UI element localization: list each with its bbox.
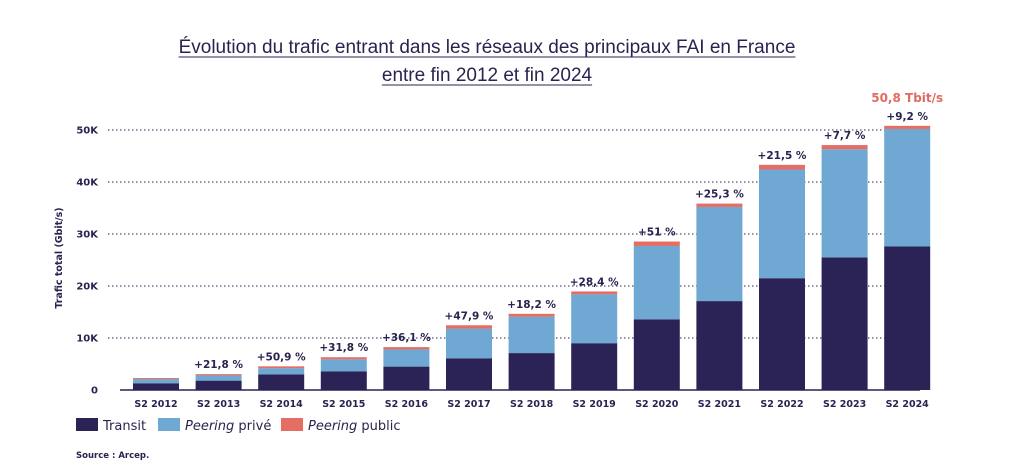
legend-label-italic: Peering — [185, 419, 234, 434]
bar-segment-transit — [696, 301, 743, 390]
y-axis-label-text: Trafic total (Gbit/s) — [54, 207, 65, 308]
x-tick-label: S2 2021 — [698, 399, 741, 410]
x-tick-label: S2 2016 — [385, 399, 429, 410]
bar-segment-peering-public — [696, 203, 743, 207]
bar-segment-peering-priv- — [571, 294, 618, 344]
bar-segment-peering-priv- — [696, 206, 743, 302]
chart-title-line: entre fin 2012 et fin 2024 — [382, 65, 593, 86]
legend-label: Transit — [102, 419, 146, 434]
chart-title-line: Évolution du trafic entrant dans les rés… — [179, 37, 796, 58]
legend-label: Peering public — [308, 419, 401, 434]
growth-label: +25,3 % — [695, 189, 744, 201]
bar-segment-peering-public — [821, 145, 868, 150]
bar-segment-transit — [759, 278, 805, 390]
y-tick-label: 30K — [76, 230, 99, 241]
growth-label: +50,9 % — [257, 351, 306, 363]
y-tick-label: 40K — [76, 178, 99, 189]
bar-segment-transit — [508, 353, 555, 390]
bar-segment-peering-priv- — [258, 368, 305, 375]
growth-label: +18,2 % — [507, 299, 556, 311]
bar-segment-peering-public — [571, 291, 618, 295]
bar-segment-transit — [571, 343, 618, 390]
x-tick-label: S2 2013 — [197, 399, 240, 410]
bar-segment-peering-priv- — [446, 328, 492, 359]
total-callout: 50,8 Tbit/s — [871, 91, 943, 105]
bar-segment-peering-public — [133, 378, 179, 380]
x-tick-label: S2 2017 — [447, 399, 490, 410]
x-tick-label: S2 2015 — [322, 399, 365, 410]
bar-segment-peering-priv- — [884, 128, 931, 247]
bar-segment-peering-priv- — [508, 316, 555, 354]
bar-segment-peering-priv- — [633, 245, 680, 320]
bar-segment-transit — [383, 366, 430, 390]
bar-segment-peering-public — [884, 125, 931, 129]
legend-label: Peering privé — [185, 419, 271, 434]
bar-segment-peering-public — [258, 366, 305, 369]
x-tick-label: S2 2022 — [760, 399, 803, 410]
x-tick-label: S2 2023 — [823, 399, 866, 410]
bar-segment-transit — [633, 319, 680, 390]
legend-label-rest: public — [357, 419, 400, 434]
source-note: Source : Arcep. — [76, 451, 149, 461]
y-axis-label: Trafic total (Gbit/s) — [54, 207, 65, 308]
bar-segment-peering-priv- — [195, 375, 242, 381]
growth-label: +7,7 % — [824, 130, 866, 142]
bar-segment-transit — [320, 371, 367, 390]
legend: Transit Peering privé Peering public — [76, 418, 401, 434]
growth-label: +51 % — [638, 227, 676, 239]
bar-segment-transit — [195, 380, 242, 390]
bar-segment-peering-public — [383, 347, 430, 350]
y-axis-ticks: 0 10K 20K 30K 40K 50K — [76, 126, 99, 397]
x-tick-label: S2 2018 — [510, 399, 554, 410]
x-axis-ticks: S2 2012 S2 2013 S2 2014 S2 2015 S2 2016 S2 20… — [134, 399, 929, 410]
bars — [120, 125, 931, 391]
bar-segment-peering-public — [320, 357, 367, 360]
bar-segment-peering-priv- — [133, 379, 179, 384]
bar-segment-peering-priv- — [383, 349, 430, 367]
bar-segment-transit — [884, 246, 931, 390]
growth-label: +21,8 % — [194, 359, 243, 371]
growth-label: +31,8 % — [319, 342, 368, 354]
x-tick-label: S2 2020 — [635, 399, 679, 410]
bar-segment-transit — [821, 257, 868, 390]
legend-swatch — [76, 418, 98, 431]
legend-swatch — [281, 418, 303, 431]
chart-title: Évolution du trafic entrant dans les rés… — [178, 37, 796, 86]
x-tick-label: S2 2024 — [886, 399, 930, 410]
growth-label: +47,9 % — [445, 310, 494, 322]
x-tick-label: S2 2019 — [573, 399, 616, 410]
growth-label: +21,5 % — [758, 150, 807, 162]
growth-label: +9,2 % — [886, 111, 928, 123]
x-tick-label: S2 2014 — [260, 399, 304, 410]
bar-segment-transit — [446, 358, 492, 390]
x-tick-label: S2 2012 — [134, 399, 177, 410]
bar-segment-peering-priv- — [320, 359, 367, 372]
legend-swatch — [158, 418, 180, 431]
bar-segment-peering-public — [446, 325, 492, 329]
legend-label-italic: Peering — [308, 419, 357, 434]
growth-label: +28,4 % — [570, 276, 619, 288]
bar-segment-peering-public — [633, 241, 680, 246]
bar-segment-peering-priv- — [759, 169, 805, 279]
bar-segment-peering-public — [759, 164, 805, 170]
y-tick-label: 0 — [91, 386, 98, 397]
bar-segment-transit — [133, 383, 179, 390]
y-tick-label: 10K — [76, 334, 99, 345]
growth-label: +36,1 % — [382, 332, 431, 344]
bar-segment-peering-priv- — [821, 149, 868, 258]
y-tick-label: 20K — [76, 282, 99, 293]
y-tick-label: 50K — [76, 126, 99, 137]
growth-labels: +21,8 % +50,9 % +31,8 % +36,1 % +47,9 % +18,2… — [194, 91, 943, 371]
bar-segment-transit — [258, 374, 305, 390]
bar-segment-peering-public — [195, 374, 242, 376]
bar-segment-peering-public — [508, 313, 555, 317]
legend-label-rest: privé — [234, 419, 271, 434]
source-text: Source : Arcep. — [76, 451, 149, 461]
